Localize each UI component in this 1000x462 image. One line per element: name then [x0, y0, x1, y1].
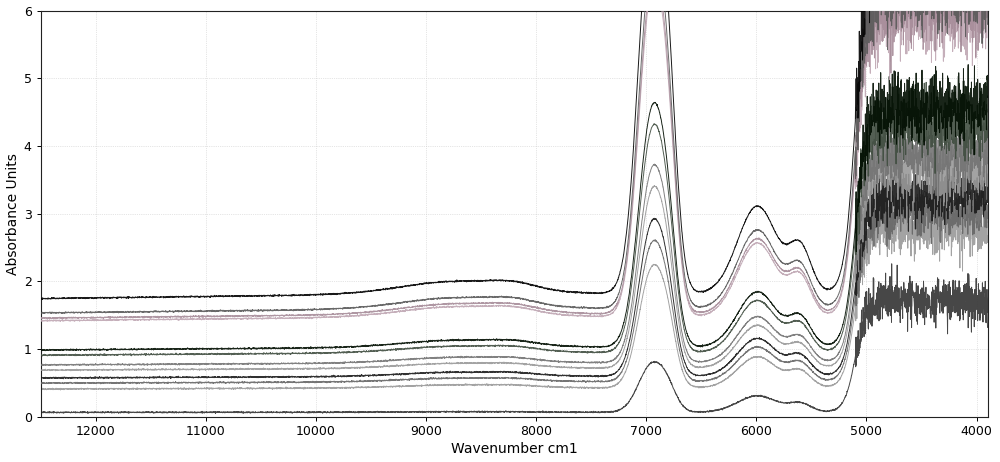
X-axis label: Wavenumber cm1: Wavenumber cm1 — [451, 443, 578, 456]
Y-axis label: Absorbance Units: Absorbance Units — [6, 153, 20, 275]
